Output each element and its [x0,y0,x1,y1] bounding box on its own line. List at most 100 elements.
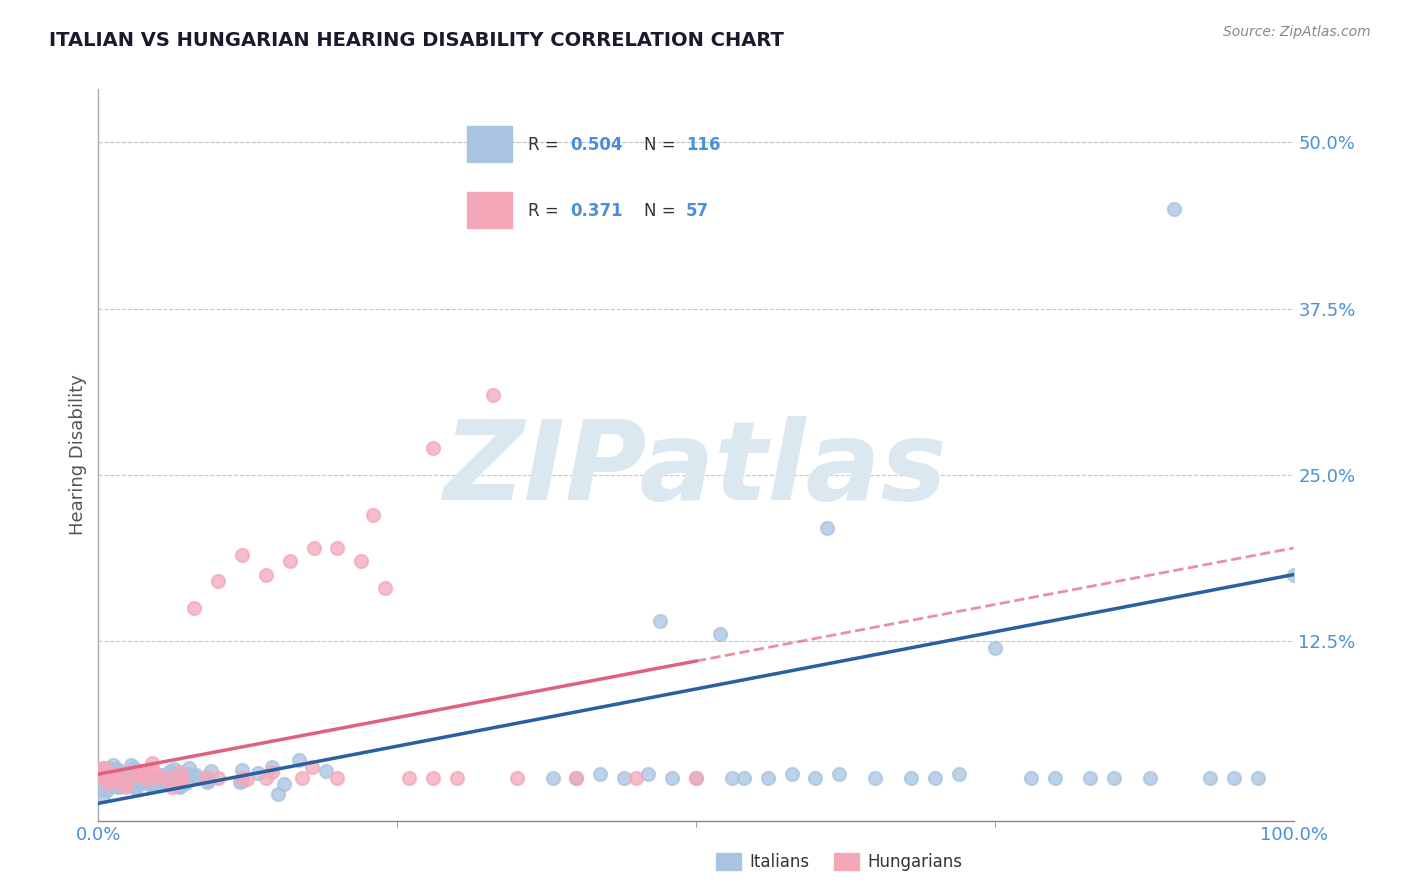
Point [541,771,564,785]
Point [115,778,138,792]
Point [167,772,190,787]
Point [266,787,288,801]
Point [138,766,160,780]
Point [709,627,731,641]
Point [128,772,150,786]
Point [302,541,325,555]
Point [422,442,444,456]
Point [124,780,146,795]
Point [138,772,160,787]
Point [804,771,827,785]
Point [200,764,222,778]
Point [363,508,385,522]
Point [107,764,129,778]
Point [131,764,153,778]
Point [97,775,120,789]
Point [135,772,157,786]
Point [661,771,683,785]
Point [115,774,138,789]
Point [721,771,744,785]
Point [278,554,301,568]
Point [135,766,157,780]
Point [91,761,114,775]
Point [156,777,179,791]
Point [105,772,128,787]
Point [565,771,588,785]
Point [91,789,114,803]
Point [114,780,136,794]
Point [159,764,181,779]
Point [104,774,127,789]
Point [93,761,115,775]
Point [89,769,111,783]
Point [153,773,176,788]
Point [184,768,207,782]
Point [165,769,187,783]
Point [177,761,200,775]
Point [828,767,851,781]
Text: ITALIAN VS HUNGARIAN HEARING DISABILITY CORRELATION CHART: ITALIAN VS HUNGARIAN HEARING DISABILITY … [49,31,785,50]
Point [900,771,922,785]
Point [613,771,636,785]
Point [120,779,142,793]
Point [120,758,142,772]
Point [231,548,253,562]
Point [1080,771,1102,785]
Point [287,753,309,767]
Point [135,775,157,789]
Point [103,773,125,788]
Point [91,770,114,784]
Point [260,760,283,774]
Point [96,782,118,797]
Point [96,768,118,782]
Point [127,768,149,782]
Point [163,762,186,776]
Point [1043,771,1066,785]
Point [195,774,218,789]
Point [183,770,205,784]
Point [1104,771,1126,785]
Point [98,775,121,789]
Point [756,771,779,785]
Point [120,764,142,779]
Point [87,782,110,797]
Point [89,767,111,781]
Point [865,771,887,785]
Point [169,780,191,794]
Point [398,771,420,785]
Point [152,768,174,782]
Point [105,762,128,776]
Point [506,771,529,785]
Point [315,764,337,779]
Text: Source: ZipAtlas.com: Source: ZipAtlas.com [1223,25,1371,39]
Point [815,521,838,535]
Point [174,776,197,790]
Point [134,767,156,781]
Point [114,768,136,782]
Point [626,771,648,785]
Point [1019,771,1042,785]
Point [101,772,124,786]
Point [231,774,253,789]
Point [1282,567,1305,582]
Point [1163,202,1185,216]
Point [169,773,191,788]
Point [1139,771,1161,785]
Point [637,767,659,781]
Point [117,765,139,780]
Point [131,766,153,780]
Point [247,765,270,780]
Point [146,770,169,784]
Point [111,765,134,780]
Point [114,771,136,785]
Point [685,771,707,785]
Point [103,771,125,785]
Point [948,767,970,781]
Point [169,764,191,779]
Point [128,769,150,783]
Point [108,771,131,785]
Point [172,772,194,786]
Point [141,780,163,794]
Point [124,770,146,784]
Point [733,771,755,785]
